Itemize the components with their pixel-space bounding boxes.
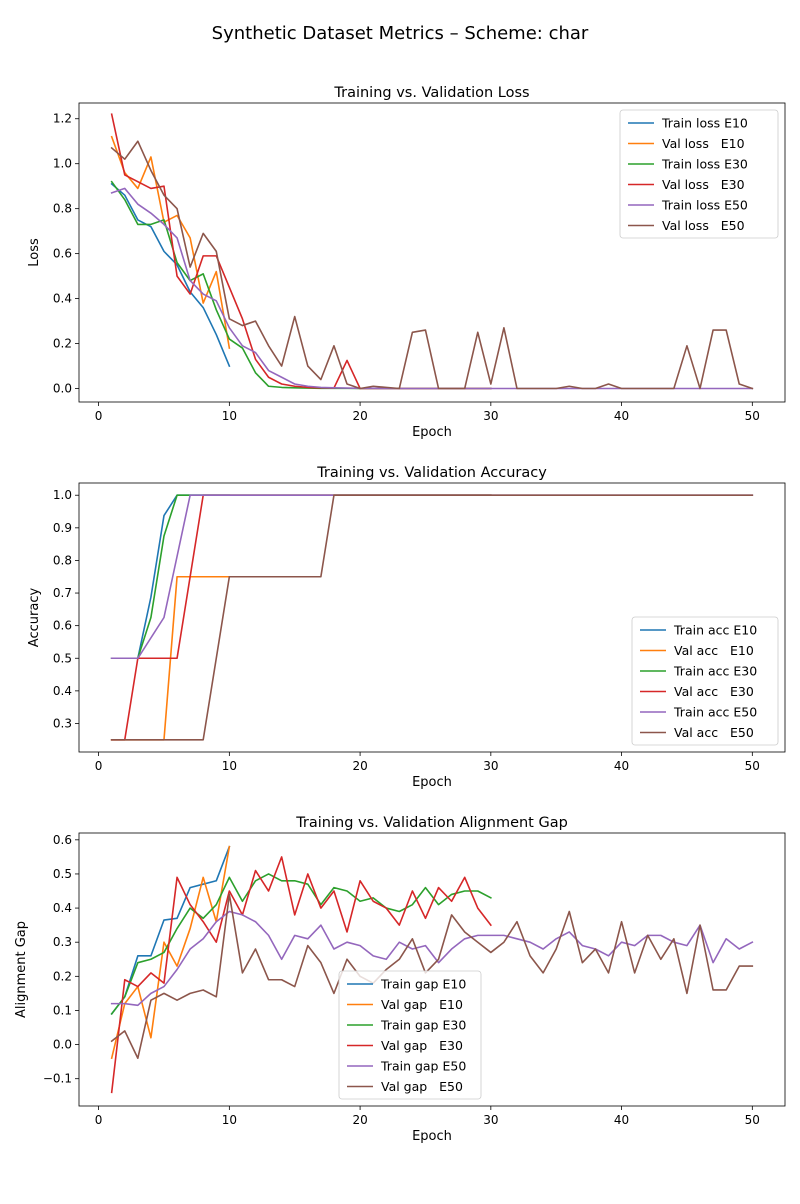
y-tick-label: 0.6 [53, 247, 72, 261]
y-tick-label: 0.5 [53, 867, 72, 881]
x-tick-label: 10 [222, 409, 237, 423]
legend-label: Train acc E10 [673, 623, 757, 638]
x-tick-label: 40 [614, 759, 629, 773]
series-line-E10_val [110, 135, 231, 349]
y-tick-label: 0.4 [53, 684, 72, 698]
chart-title: Training vs. Validation Alignment Gap [295, 815, 568, 831]
legend-label: Train loss E50 [661, 198, 748, 213]
x-tick-label: 50 [745, 1113, 760, 1127]
y-tick-label: 0.2 [53, 969, 72, 983]
legend-label: Train loss E30 [661, 157, 748, 172]
x-tick-label: 0 [95, 1113, 103, 1127]
y-axis-label: Alignment Gap [14, 921, 29, 1018]
legend-label: Train gap E10 [380, 977, 466, 992]
x-tick-label: 10 [222, 1113, 237, 1127]
series-line-E50_val [110, 140, 754, 390]
series-line-E50_train [110, 910, 754, 1007]
legend-label: Train acc E30 [673, 664, 757, 679]
legend-label: Train gap E30 [380, 1018, 466, 1033]
x-tick-label: 0 [95, 759, 103, 773]
chart-title: Training vs. Validation Accuracy [316, 465, 547, 481]
legend-box [631, 616, 779, 746]
x-axis-label: Epoch [412, 425, 452, 440]
y-tick-label: 0.0 [53, 382, 72, 396]
series-line-E10_train [110, 182, 231, 368]
series-line-E10_val [110, 845, 231, 1060]
legend-label: Val gap E50 [381, 1079, 463, 1094]
chart-title: Training vs. Validation Loss [333, 85, 529, 101]
series-line-E30_val [110, 856, 492, 1094]
series-line-E50_val [110, 893, 754, 1060]
legend-label: Val acc E30 [674, 684, 754, 699]
y-tick-label: −0.1 [43, 1072, 72, 1086]
chart-panel-3: Training vs. Validation Alignment Gap 0 10… [14, 815, 786, 1144]
x-tick-label: 30 [483, 1113, 498, 1127]
legend-label: Val gap E30 [381, 1038, 463, 1053]
legend-box [338, 970, 482, 1100]
x-tick-label: 50 [745, 759, 760, 773]
series-line-E10_train [110, 845, 231, 1015]
legend: Train loss E10 Val loss E10 Train loss E30… [619, 109, 779, 239]
y-tick-label: 0.0 [53, 1038, 72, 1052]
y-tick-label: 0.6 [53, 619, 72, 633]
y-tick-label: 0.2 [53, 337, 72, 351]
legend-label: Val loss E30 [662, 177, 745, 192]
y-tick-label: 0.3 [53, 935, 72, 949]
legend: Train acc E10 Val acc E10 Train acc E30 Val… [631, 616, 779, 746]
axes-frame [78, 102, 786, 403]
legend-label: Train gap E50 [380, 1059, 466, 1074]
x-tick-label: 0 [95, 409, 103, 423]
legend-label: Train acc E50 [673, 705, 757, 720]
legend-label: Val acc E10 [674, 643, 754, 658]
y-tick-label: 0.1 [53, 1003, 72, 1017]
x-tick-label: 40 [614, 1113, 629, 1127]
x-tick-label: 50 [745, 409, 760, 423]
x-tick-label: 20 [352, 759, 367, 773]
chart-panel-2: Training vs. Validation Accuracy 0 10 20 30 4… [27, 465, 786, 790]
y-tick-label: 1.0 [53, 157, 72, 171]
y-tick-label: 0.5 [53, 651, 72, 665]
x-tick-label: 10 [222, 759, 237, 773]
legend-box [619, 109, 779, 239]
chart-panel-1: Training vs. Validation Loss 0 10 20 30 40 50 0… [27, 85, 786, 440]
y-tick-label: 0.8 [53, 553, 72, 567]
y-tick-label: 0.4 [53, 292, 72, 306]
legend-label: Val loss E10 [662, 136, 745, 151]
x-axis-label: Epoch [412, 775, 452, 790]
y-tick-label: 1.2 [53, 112, 72, 126]
axes-frame [78, 832, 786, 1107]
y-tick-label: 0.6 [53, 833, 72, 847]
legend-label: Val acc E50 [674, 725, 754, 740]
y-tick-label: 0.3 [53, 716, 72, 730]
y-tick-label: 1.0 [53, 488, 72, 502]
figure-suptitle: Synthetic Dataset Metrics – Scheme: char [212, 23, 589, 44]
y-tick-label: 0.4 [53, 901, 72, 915]
y-axis-label: Loss [27, 238, 42, 267]
legend-label: Train loss E10 [661, 116, 748, 131]
y-tick-label: 0.8 [53, 202, 72, 216]
x-tick-label: 30 [483, 409, 498, 423]
x-tick-label: 30 [483, 759, 498, 773]
x-tick-label: 20 [352, 409, 367, 423]
series-line-E30_train [110, 873, 492, 1015]
y-tick-label: 0.7 [53, 586, 72, 600]
y-tick-label: 0.9 [53, 521, 72, 535]
legend-label: Val gap E10 [381, 997, 463, 1012]
legend: Train gap E10 Val gap E10 Train gap E30 Val… [338, 970, 482, 1100]
legend-label: Val loss E50 [662, 218, 745, 233]
x-tick-label: 20 [352, 1113, 367, 1127]
axes-frame [78, 482, 786, 753]
charts-container: Training vs. Validation Loss 0 10 20 30 40 50 0… [14, 85, 786, 1144]
series-line-E50_val [110, 494, 754, 741]
y-axis-label: Accuracy [27, 588, 42, 648]
x-tick-label: 40 [614, 409, 629, 423]
x-axis-label: Epoch [412, 1129, 452, 1144]
